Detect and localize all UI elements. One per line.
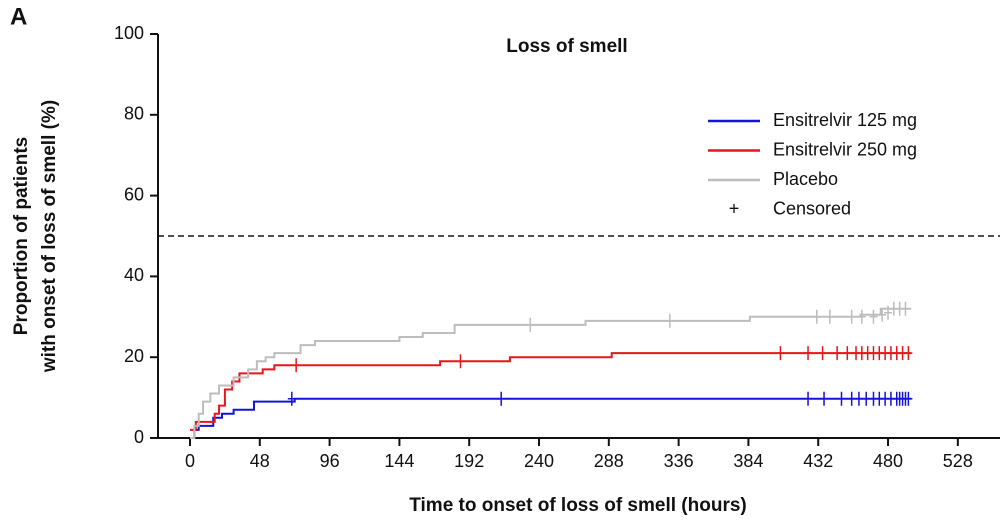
censored-mark: [804, 346, 813, 361]
censored-mark: [837, 391, 846, 406]
censored-mark: [857, 309, 866, 324]
y-axis-label: Proportion of patients: [11, 137, 32, 335]
x-tick-label: 240: [524, 451, 554, 471]
y-tick-label: 40: [124, 265, 144, 285]
x-tick-label: 96: [320, 451, 340, 471]
x-tick-label: 192: [454, 451, 484, 471]
censored-mark: [526, 317, 535, 332]
step-line: [189, 307, 912, 439]
legend-label: Censored: [773, 198, 851, 218]
censored-mark: [843, 346, 852, 361]
y-tick-label: 60: [124, 184, 144, 204]
y-tick-label: 100: [114, 23, 144, 43]
x-tick-label: 480: [873, 451, 903, 471]
step-line: [189, 397, 912, 439]
censored-mark: [862, 391, 871, 406]
censored-mark: [904, 346, 913, 361]
x-tick-label: 528: [943, 451, 973, 471]
x-tick-label: 144: [384, 451, 414, 471]
panel-label: A: [10, 3, 27, 30]
censored-mark: [847, 309, 856, 324]
censored-mark: [884, 305, 893, 320]
y-tick-label: 0: [134, 427, 144, 447]
censored-mark: [901, 301, 910, 316]
x-tick-label: 432: [803, 451, 833, 471]
x-tick-label: 0: [185, 451, 195, 471]
censored-mark: [854, 391, 863, 406]
censored-mark: [878, 307, 887, 322]
chart-title: Loss of smell: [506, 36, 627, 57]
y-tick-label: 20: [124, 346, 144, 366]
x-tick-label: 384: [733, 451, 763, 471]
censored-mark: [804, 391, 813, 406]
censored-mark: [847, 391, 856, 406]
y-tick-label: 80: [124, 104, 144, 124]
censored-mark: [820, 391, 829, 406]
censored-mark: [825, 309, 834, 324]
censored-mark: [812, 309, 821, 324]
y-axis-label: with onset of loss of smell (%): [39, 100, 60, 373]
x-axis-label: Time to onset of loss of smell (hours): [409, 495, 746, 516]
censored-mark: [904, 391, 913, 406]
censored-mark: [869, 309, 878, 324]
censored-mark: [497, 391, 506, 406]
censored-mark: [287, 391, 296, 406]
x-tick-label: 336: [664, 451, 694, 471]
censored-mark: [456, 354, 465, 369]
legend-label: Ensitrelvir 125 mg: [773, 110, 917, 130]
legend-symbol: +: [729, 198, 740, 218]
censored-mark: [833, 346, 842, 361]
censored-mark: [665, 313, 674, 328]
x-tick-label: 48: [250, 451, 270, 471]
legend-label: Placebo: [773, 169, 838, 189]
censored-mark: [818, 346, 827, 361]
censored-mark: [776, 346, 785, 361]
censored-mark: [292, 358, 301, 373]
legend-label: Ensitrelvir 250 mg: [773, 139, 917, 159]
x-tick-label: 288: [594, 451, 624, 471]
